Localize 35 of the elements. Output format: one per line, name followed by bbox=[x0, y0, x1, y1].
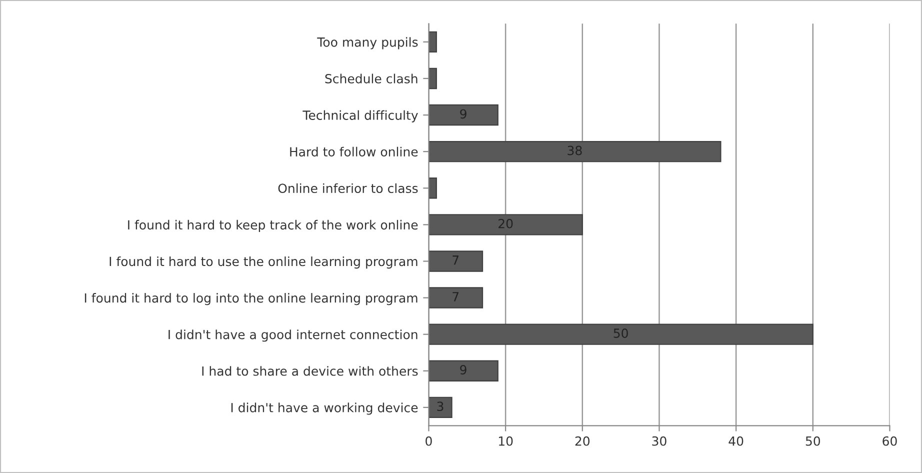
data-label: 20 bbox=[498, 218, 513, 228]
x-tick-label: 20 bbox=[575, 436, 590, 446]
bar bbox=[428, 68, 437, 90]
y-tick-label: Technical difficulty bbox=[302, 110, 418, 122]
x-tick-label: 40 bbox=[728, 436, 744, 446]
y-tick-label: Hard to follow online bbox=[290, 146, 418, 156]
y-tick-label: I found it hard to keep track of the work online bbox=[128, 220, 418, 232]
x-tick-label: 50 bbox=[806, 436, 820, 446]
bar bbox=[428, 140, 722, 162]
x-tick-label: 60 bbox=[882, 436, 897, 446]
bar bbox=[428, 104, 498, 126]
data-label: 7 bbox=[452, 292, 459, 302]
bar bbox=[428, 360, 498, 382]
data-label: 38 bbox=[568, 146, 582, 156]
y-tick-label: Online inferior to class bbox=[278, 183, 418, 194]
x-tick-label: 30 bbox=[652, 436, 666, 446]
bar bbox=[428, 214, 583, 236]
bar bbox=[428, 178, 437, 199]
x-tick-label: 0 bbox=[426, 436, 432, 446]
data-label: 3 bbox=[437, 402, 444, 412]
y-tick-label: Too many pupils bbox=[317, 37, 418, 50]
y-tick-label: I found it hard to use the online learning program bbox=[110, 256, 418, 269]
bar bbox=[428, 396, 452, 418]
y-tick-label: I didn't have a working device bbox=[231, 402, 418, 415]
bar bbox=[428, 287, 484, 308]
y-tick-label: I had to share a device with others bbox=[202, 366, 418, 376]
data-label: 9 bbox=[460, 365, 466, 374]
bar bbox=[428, 250, 484, 272]
data-label: 7 bbox=[452, 256, 459, 265]
bar bbox=[428, 31, 437, 53]
y-tick-label: I didn't have a good internet connection bbox=[168, 330, 418, 342]
bar bbox=[428, 324, 814, 345]
y-tick-label: Schedule clash bbox=[325, 74, 418, 84]
y-tick-label: I found it hard to log into the online learning program bbox=[84, 293, 418, 306]
x-tick-label: 10 bbox=[498, 436, 513, 446]
